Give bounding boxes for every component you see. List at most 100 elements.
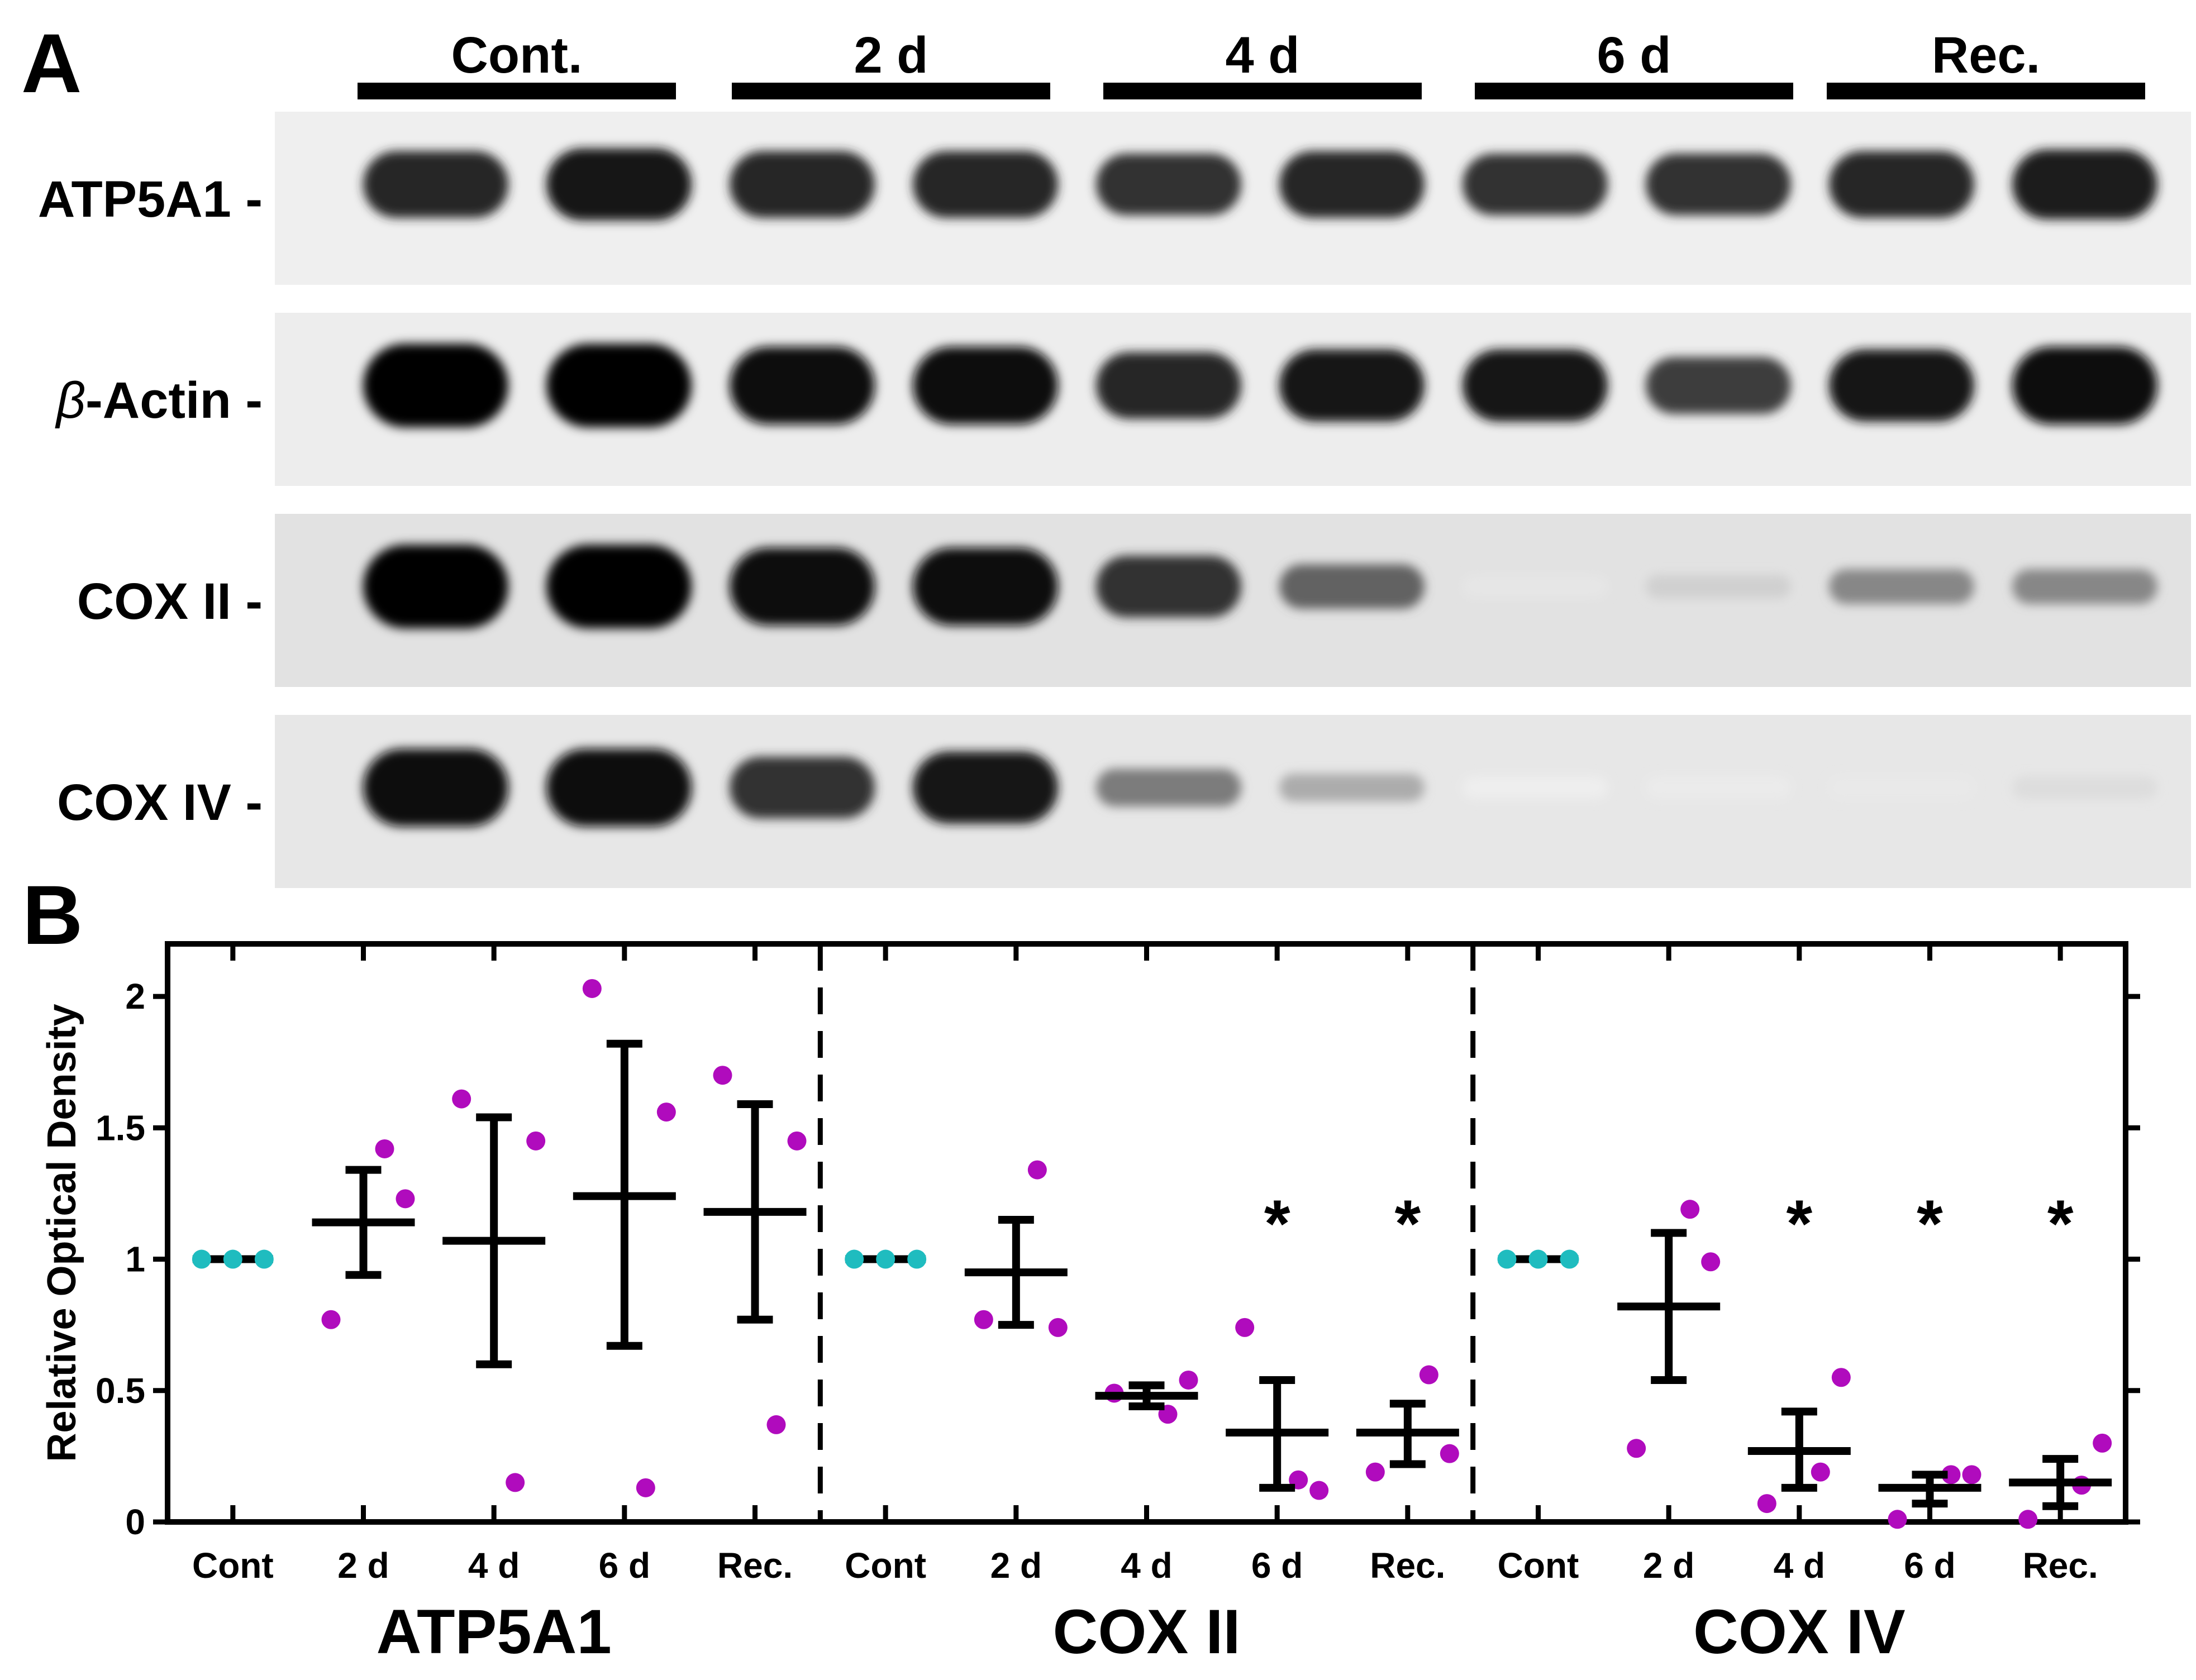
data-point (766, 1415, 786, 1434)
data-point (1365, 1462, 1385, 1482)
lane-group-bar (732, 83, 1050, 99)
data-point (1419, 1365, 1438, 1385)
lane-group-label: Cont. (451, 27, 582, 84)
data-point (636, 1478, 655, 1497)
blot-band (1646, 357, 1791, 414)
lane-group-label: 2 d (854, 27, 928, 84)
x-tick-label: 4 d (1121, 1545, 1172, 1586)
data-point (787, 1131, 807, 1151)
blot-band (1463, 349, 1608, 422)
data-point (713, 1066, 732, 1085)
section-label: ATP5A1 (377, 1597, 612, 1667)
y-tick-label: 2 (125, 976, 145, 1016)
data-point-control (907, 1249, 927, 1269)
x-tick-label: 2 d (337, 1545, 389, 1586)
data-point-control (1528, 1249, 1548, 1269)
blot-band (1279, 349, 1425, 422)
x-tick-label: Rec. (1370, 1545, 1445, 1586)
x-tick-label: 2 d (990, 1545, 1042, 1586)
data-point (1048, 1318, 1068, 1337)
blot-band (1463, 575, 1608, 598)
blot-band (1646, 776, 1791, 799)
x-tick-label: 4 d (1774, 1545, 1825, 1586)
data-point (582, 979, 602, 998)
blot-band (2012, 569, 2157, 604)
blot-row-label: β-Actin - (55, 372, 263, 429)
blot-band (546, 148, 692, 221)
data-point (506, 1473, 525, 1492)
x-tick-label: 6 d (599, 1545, 650, 1586)
blot-band (1279, 774, 1425, 802)
blot-band (2012, 149, 2157, 219)
blot-row-label: ATP5A1 - (38, 171, 263, 228)
blot-band (363, 545, 508, 629)
significance-marker: * (1264, 1186, 1290, 1261)
blot-band (913, 547, 1058, 626)
y-tick-label: 1 (125, 1239, 145, 1280)
blot-band (1829, 569, 1974, 604)
data-point-control (876, 1249, 895, 1269)
blot-band (1096, 154, 1241, 216)
x-tick-label: 6 d (1251, 1545, 1303, 1586)
data-point (1888, 1510, 1907, 1529)
lane-group-label: 4 d (1226, 27, 1300, 84)
blot-band (730, 547, 875, 626)
lane-group-label: Rec. (1932, 27, 2040, 84)
blot-band (546, 343, 692, 428)
lane-group-label: 6 d (1597, 27, 1671, 84)
blot-band (363, 748, 508, 827)
blot-band (730, 757, 875, 819)
data-point (1701, 1252, 1721, 1272)
lane-group-bar (1475, 83, 1793, 99)
x-tick-label: Cont (192, 1545, 274, 1586)
blot-band (1829, 151, 1974, 218)
x-tick-label: 4 d (468, 1545, 520, 1586)
blot-band (546, 545, 692, 629)
x-tick-label: 6 d (1904, 1545, 1955, 1586)
data-point (2093, 1433, 2112, 1453)
data-point (1627, 1439, 1646, 1458)
data-point (452, 1089, 471, 1109)
blot-band (1096, 556, 1241, 618)
significance-marker: * (1786, 1186, 1812, 1261)
lane-group-bar (358, 83, 676, 99)
blot-band (2012, 346, 2157, 424)
section-label: COX IV (1693, 1597, 1906, 1667)
data-point-control (845, 1249, 864, 1269)
blot-band (363, 343, 508, 428)
density-chart: 0 0.5 1 1.5 2 Relative Optical Density ATP5A1 C… (40, 941, 2140, 1667)
blot-band (2012, 776, 2157, 799)
data-point (2018, 1510, 2038, 1529)
panel-a-label: A (21, 16, 82, 110)
significance-marker: * (2047, 1186, 2074, 1261)
blot-band (1096, 769, 1241, 806)
blot-band (1463, 776, 1608, 799)
blot-band (1279, 151, 1425, 218)
blot-row-label: COX IV - (57, 774, 263, 831)
plot-frame (165, 941, 2128, 1525)
y-tick-label: 1.5 (96, 1108, 145, 1148)
data-point-control (1497, 1249, 1517, 1269)
western-blot: Cont. 2 d 4 d 6 d Rec. ATP5A1 - β-Actin - COX I… (38, 27, 2191, 888)
blot-band (1646, 574, 1791, 599)
blot-row-label: COX II - (77, 573, 263, 630)
data-point (1027, 1160, 1047, 1180)
data-point (1941, 1465, 1961, 1485)
data-point (1811, 1462, 1830, 1482)
blot-band (913, 346, 1058, 424)
data-point-control (254, 1249, 274, 1269)
data-point (1179, 1370, 1198, 1390)
data-point (1757, 1494, 1776, 1514)
data-point (1962, 1465, 1981, 1485)
lane-group-bar (1103, 83, 1422, 99)
blot-band (1463, 154, 1608, 216)
data-point-control (192, 1249, 211, 1269)
significance-marker: * (1917, 1186, 1943, 1261)
blot-band (1829, 349, 1974, 422)
data-point (396, 1189, 415, 1209)
panel-b-label: B (22, 868, 83, 962)
blot-band (730, 346, 875, 424)
data-point (1440, 1444, 1459, 1463)
x-tick-label: Cont (845, 1545, 926, 1586)
data-point (526, 1131, 546, 1151)
